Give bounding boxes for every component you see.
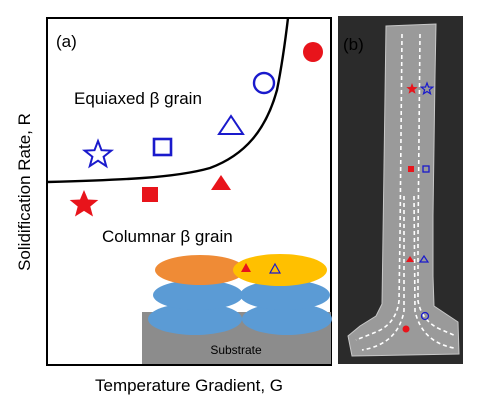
y-axis-label: Solidification Rate, R — [15, 113, 34, 271]
boundary-dashes — [413, 195, 455, 349]
panel-a-label: (a) — [56, 32, 77, 51]
equiaxed-region-label: Equiaxed β grain — [74, 89, 202, 108]
plot-frame — [46, 17, 332, 366]
deposit-layer-bottom — [148, 303, 242, 335]
boundary-dashes — [417, 33, 457, 337]
melt-pool-orange — [155, 255, 245, 285]
star-marker-red-filled — [69, 190, 99, 217]
deposit-layer-middle — [153, 280, 243, 310]
cet-boundary-curve — [46, 17, 290, 184]
circle-marker-blue-hollow — [252, 71, 276, 95]
inset-triangle-marker-blue — [268, 262, 282, 274]
photo-triangle-marker-red — [406, 256, 414, 262]
deposit-layer-middle — [240, 280, 330, 310]
panel-b-label: (b) — [343, 35, 364, 54]
melt-pool-yellow — [233, 254, 327, 286]
panel-b-photo: (b) — [338, 16, 463, 364]
substrate-label: Substrate — [210, 343, 262, 357]
photo-star-marker-blue — [419, 81, 435, 96]
photo-square-marker-red — [408, 166, 414, 172]
boundary-dashes — [355, 33, 403, 341]
boundary-dashes — [361, 196, 405, 351]
columnar-region-label: Columnar β grain — [102, 227, 233, 246]
inset-triangle-marker-red — [241, 263, 251, 272]
photo-triangle-marker-blue — [418, 254, 430, 263]
photo-circle-marker-blue — [420, 311, 430, 321]
photo-circle-marker-red — [402, 325, 410, 333]
triangle-marker-red-filled — [211, 175, 231, 190]
panel-a-diagram: (a) Equiaxed β grain Columnar β grain Su… — [15, 17, 332, 395]
star-marker-blue-hollow — [81, 138, 115, 169]
deposit-layer-bottom — [242, 303, 332, 335]
square-marker-blue-hollow — [152, 137, 173, 157]
square-marker-red-filled — [142, 187, 158, 202]
triangle-marker-blue-hollow — [217, 114, 245, 135]
x-axis-label: Temperature Gradient, G — [95, 376, 283, 395]
circle-marker-red-filled — [303, 42, 323, 62]
photo-square-marker-blue — [422, 165, 430, 173]
photo-star-marker-red — [406, 83, 418, 94]
specimen-cross-section — [347, 23, 460, 357]
